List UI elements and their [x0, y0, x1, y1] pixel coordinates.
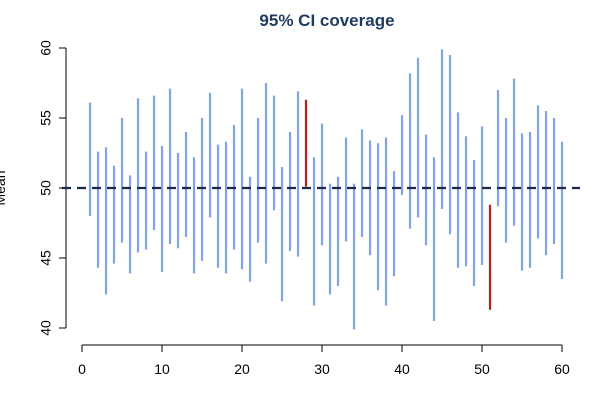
- y-axis-label: Mean: [0, 170, 8, 205]
- x-tick-label: 30: [314, 361, 330, 377]
- x-tick-label: 10: [154, 361, 170, 377]
- x-tick-label: 50: [474, 361, 490, 377]
- y-tick-label: 50: [38, 180, 54, 196]
- chart-title: 95% CI coverage: [259, 11, 394, 30]
- interval-series: [88, 49, 564, 330]
- axes: 0 10 20 30 40 50 60 40 45 50 55 60: [38, 40, 570, 377]
- y-tick-label: 40: [38, 320, 54, 336]
- x-tick-label: 0: [78, 361, 86, 377]
- x-tick-label: 40: [394, 361, 410, 377]
- x-tick-label: 20: [234, 361, 250, 377]
- y-tick-label: 55: [38, 110, 54, 126]
- x-tick-label: 60: [554, 361, 570, 377]
- y-tick-label: 45: [38, 250, 54, 266]
- y-tick-label: 60: [38, 40, 54, 56]
